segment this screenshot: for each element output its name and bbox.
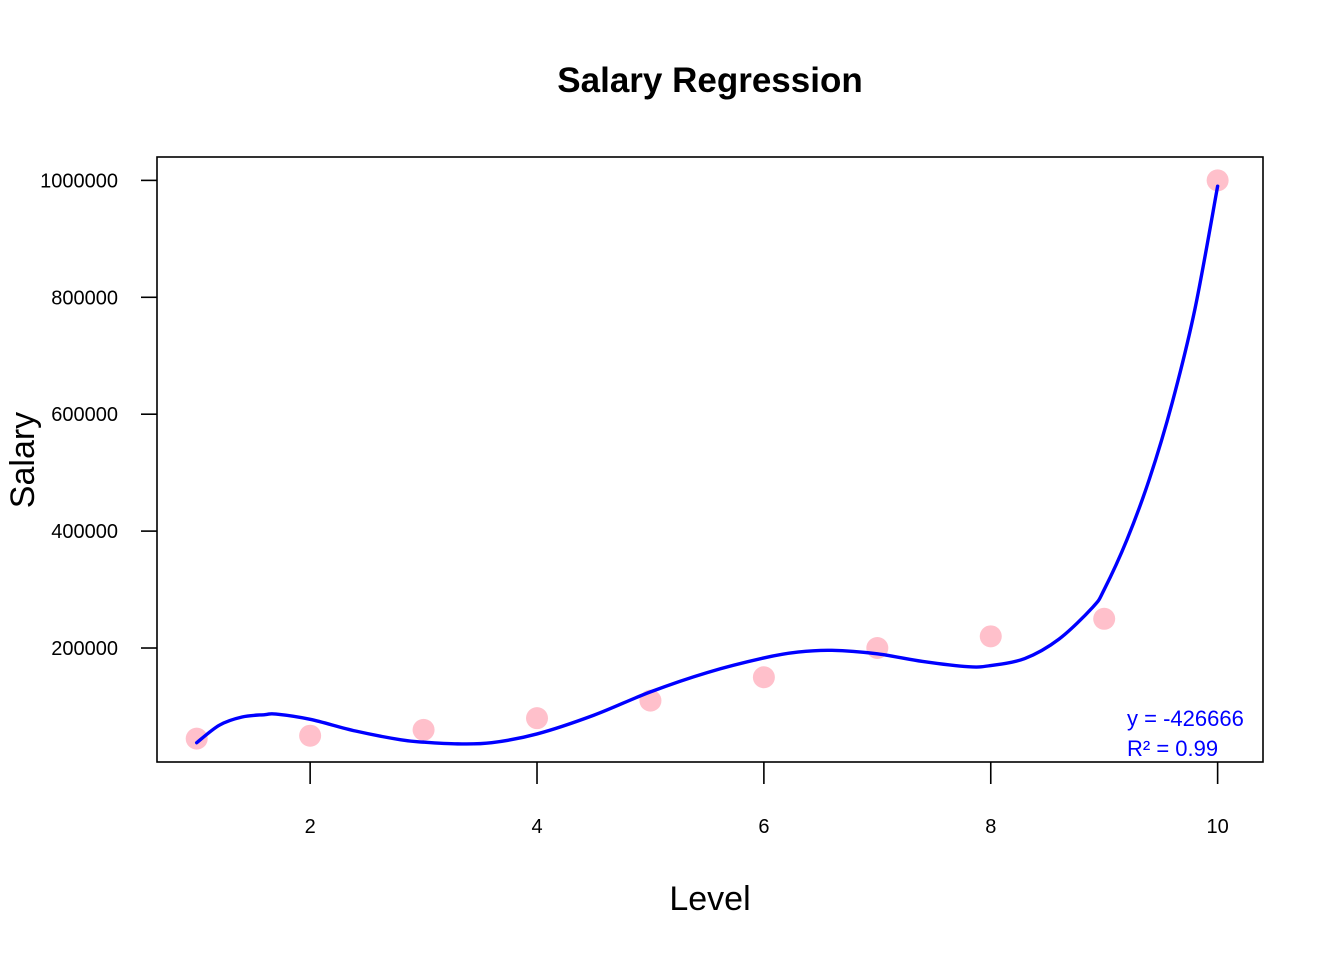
- x-axis-label: Level: [669, 880, 750, 918]
- y-tick-label: 600000: [51, 404, 118, 426]
- data-point: [1093, 607, 1116, 630]
- y-axis: 200000 400000 600000 800000 1000000: [40, 170, 157, 660]
- plot-area: [156, 156, 1264, 763]
- data-point: [185, 727, 208, 750]
- x-tick-label: 6: [758, 816, 769, 838]
- y-tick-label: 200000: [51, 638, 118, 660]
- y-tick-label: 400000: [51, 521, 118, 543]
- data-point: [526, 707, 549, 730]
- regression-curve: [195, 184, 1220, 746]
- data-point: [299, 724, 322, 747]
- y-axis-label: Salary: [4, 412, 42, 508]
- data-point: [412, 718, 435, 741]
- y-tick-label: 800000: [51, 287, 118, 309]
- r-squared-text: R² = 0.99: [1127, 736, 1218, 761]
- plot-frame: [156, 156, 1264, 763]
- x-axis: 2 4 6 8 10: [305, 762, 1229, 838]
- equation-annotation: y = -426666 R² = 0.99: [1127, 706, 1244, 761]
- regression-line: [195, 184, 1220, 746]
- data-point: [752, 666, 775, 689]
- x-tick-label: 8: [985, 816, 996, 838]
- x-tick-label: 4: [531, 816, 542, 838]
- equation-text: y = -426666: [1127, 706, 1244, 731]
- y-tick-label: 1000000: [40, 170, 118, 192]
- chart-title: Salary Regression: [557, 61, 862, 100]
- data-point: [979, 625, 1002, 648]
- x-tick-label: 2: [305, 816, 316, 838]
- x-tick-label: 10: [1207, 816, 1229, 838]
- data-points: [185, 169, 1229, 750]
- data-point: [1206, 169, 1229, 192]
